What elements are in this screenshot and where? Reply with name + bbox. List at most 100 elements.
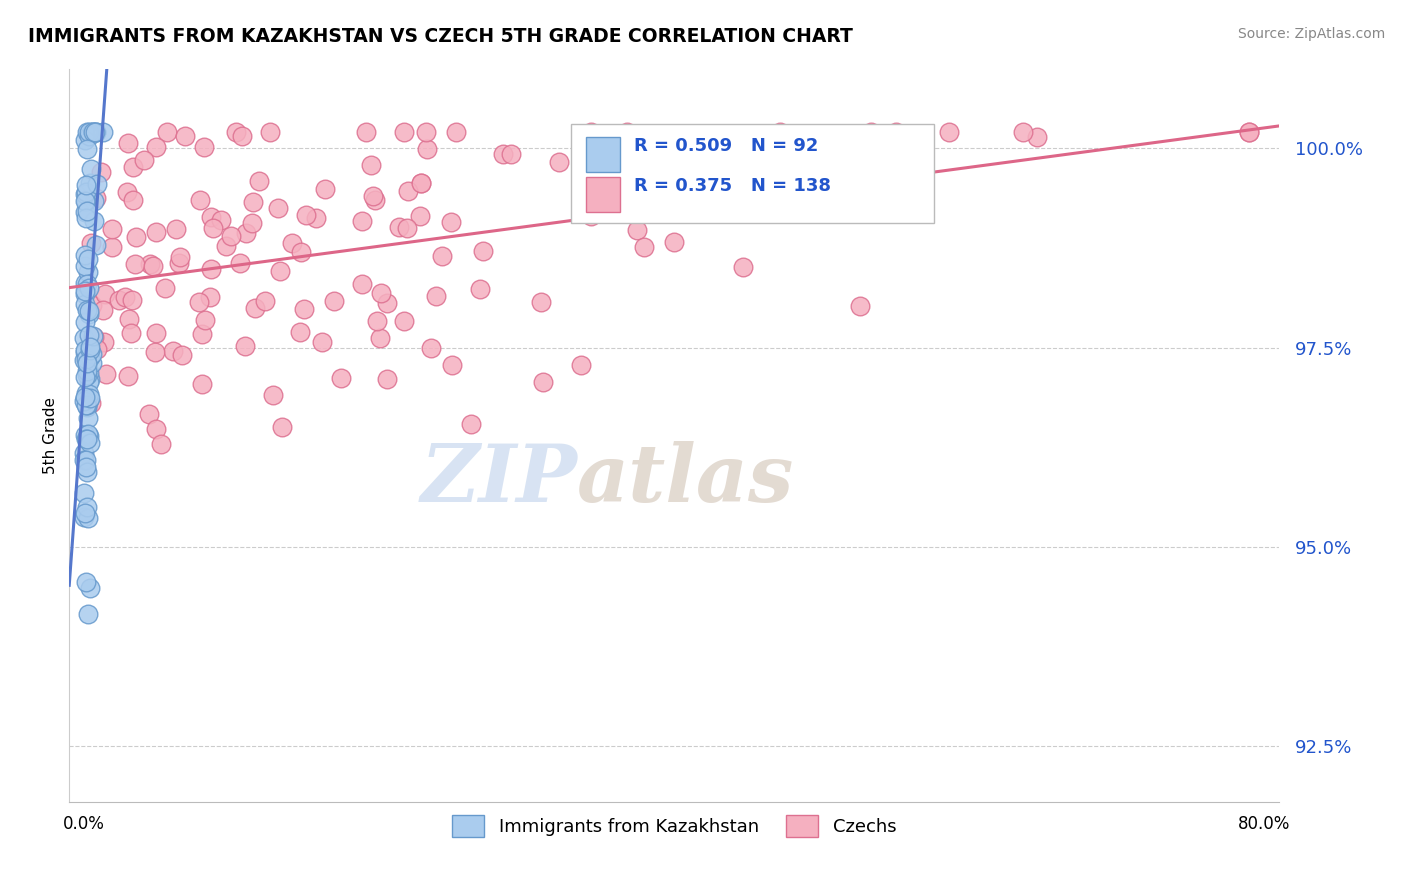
Point [77,429,100,443]
Point [859,125,882,139]
Point [84,125,107,139]
Point [145,326,167,341]
Point [409,209,432,223]
Point [769,125,792,139]
Point [141,259,163,273]
Point [375,372,398,386]
Point [101,240,124,254]
Legend: Immigrants from Kazakhstan, Czechs: Immigrants from Kazakhstan, Czechs [444,808,904,845]
Point [77,129,100,144]
Text: atlas: atlas [578,441,794,518]
Point [420,341,443,355]
Point [76,303,98,318]
Point [167,255,190,269]
Point [73,453,96,467]
Point [219,229,242,244]
Point [633,240,655,254]
Point [201,221,224,235]
Point [209,212,232,227]
Point [396,184,419,198]
Point [75,178,97,192]
Point [76,466,98,480]
Point [814,199,837,213]
Point [579,209,602,223]
Point [79,340,101,354]
Point [75,287,97,301]
Point [191,377,214,392]
Point [425,288,447,302]
Point [77,265,100,279]
Point [80,347,103,361]
Point [86,177,108,191]
Point [75,345,97,359]
Point [94,367,117,381]
Point [240,216,263,230]
Point [360,158,382,172]
Point [77,375,100,389]
Point [231,129,253,144]
Point [75,204,97,219]
Point [79,581,101,595]
Point [73,390,96,404]
Point [200,262,222,277]
Point [79,304,101,318]
Point [305,211,328,226]
Point [114,290,136,304]
Point [107,293,129,307]
Point [73,509,96,524]
Point [79,372,101,386]
Point [75,428,97,442]
Point [187,294,209,309]
Point [115,185,138,199]
Point [80,125,103,139]
Point [122,194,145,208]
Point [416,143,439,157]
Point [73,194,96,208]
Text: R = 0.509   N = 92: R = 0.509 N = 92 [634,136,818,154]
Point [626,223,648,237]
Point [907,128,929,143]
Text: ZIP: ZIP [420,441,578,518]
Point [143,345,166,359]
Point [269,264,291,278]
Point [366,313,388,327]
Point [79,392,101,406]
Point [76,400,98,414]
Point [77,281,100,295]
Point [124,230,146,244]
FancyBboxPatch shape [571,124,934,223]
Point [76,351,98,365]
Point [82,125,104,139]
Point [530,295,553,310]
Point [79,343,101,358]
Point [73,394,96,409]
Point [350,214,373,228]
Point [460,417,482,431]
Point [80,298,103,312]
Point [76,607,98,621]
Point [1025,129,1047,144]
FancyBboxPatch shape [586,177,620,212]
Point [153,280,176,294]
Point [77,411,100,425]
Point [145,422,167,436]
Point [170,348,193,362]
Point [225,125,247,139]
Point [83,330,105,344]
Point [548,155,571,169]
Point [76,364,98,378]
Point [733,260,755,275]
Point [76,398,98,412]
Point [215,239,238,253]
Point [267,201,290,215]
Point [76,500,98,515]
Point [73,248,96,262]
Point [75,391,97,405]
Point [73,133,96,147]
Point [93,335,115,350]
Point [73,315,96,329]
Point [361,189,384,203]
Point [75,352,97,367]
Point [77,307,100,321]
Point [262,388,284,402]
